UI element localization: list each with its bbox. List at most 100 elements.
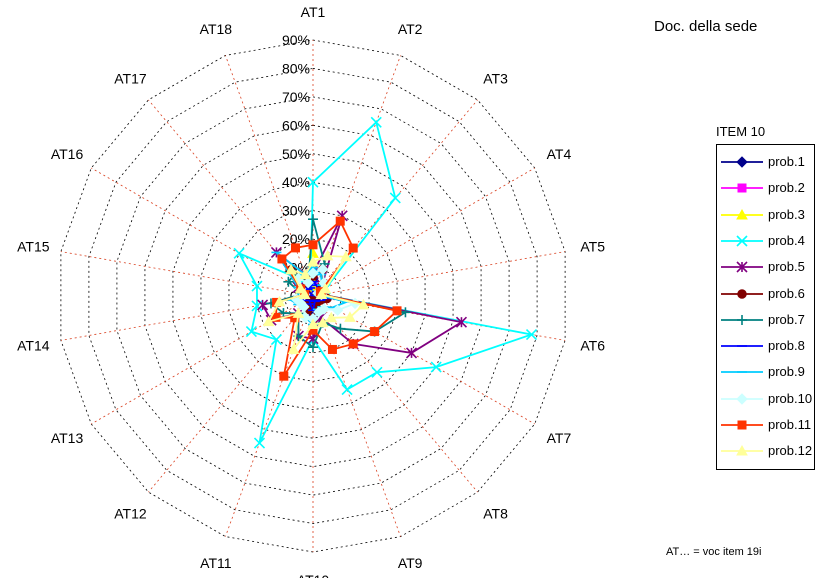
legend-swatch xyxy=(721,420,763,430)
marker-stroke xyxy=(525,328,538,341)
data-point xyxy=(335,216,345,226)
data-point xyxy=(321,249,334,261)
data-point xyxy=(253,437,266,449)
legend-label: prob.1 xyxy=(768,154,805,169)
axis-label: AT14 xyxy=(17,337,50,353)
axis-spoke xyxy=(225,295,314,537)
axis-spoke xyxy=(312,295,478,493)
legend-label: prob.4 xyxy=(768,232,805,248)
data-point xyxy=(277,254,287,264)
data-point xyxy=(341,383,353,396)
legend-marker xyxy=(736,261,748,273)
legend-swatch xyxy=(721,208,763,220)
legend-label: prob.10 xyxy=(768,390,813,406)
data-point xyxy=(313,306,325,318)
legend-item: prob.9 xyxy=(717,361,814,383)
data-point xyxy=(316,316,329,328)
data-point xyxy=(271,312,281,322)
legend-label: prob.8 xyxy=(768,338,805,354)
data-point xyxy=(270,334,282,346)
data-point xyxy=(370,116,382,128)
data-point xyxy=(430,361,442,373)
data-point xyxy=(307,267,319,279)
marker-stroke xyxy=(371,366,383,378)
data-point xyxy=(331,304,344,316)
data-point xyxy=(245,325,257,338)
data-point xyxy=(290,243,300,253)
grid-ring xyxy=(200,181,426,411)
data-point xyxy=(298,288,311,300)
data-point xyxy=(292,307,305,318)
data-point xyxy=(455,316,468,328)
axis-label: AT8 xyxy=(483,506,508,522)
data-point xyxy=(389,192,401,204)
data-point xyxy=(525,328,538,341)
axis-spoke xyxy=(312,251,566,297)
data-point xyxy=(307,255,319,267)
axis-label: AT12 xyxy=(114,506,147,522)
legend-marker xyxy=(736,235,748,247)
axis-label: AT6 xyxy=(580,337,605,353)
data-point xyxy=(325,311,338,323)
data-point xyxy=(308,342,318,353)
data-point xyxy=(308,214,318,225)
legend-swatch xyxy=(721,392,763,405)
data-point xyxy=(327,344,337,354)
tick-label: 50% xyxy=(282,146,310,162)
tick-label: 70% xyxy=(282,89,310,105)
legend-item: prob.6 xyxy=(717,283,814,305)
marker-stroke xyxy=(251,280,263,292)
marker-stroke xyxy=(370,116,382,128)
marker-stroke xyxy=(253,437,266,449)
marker-stroke xyxy=(307,176,319,188)
data-point xyxy=(315,288,328,300)
legend-item: prob.2 xyxy=(717,177,814,199)
legend-label: prob.9 xyxy=(768,364,805,380)
axis-label: AT17 xyxy=(114,70,147,86)
series-line xyxy=(237,120,536,444)
data-point xyxy=(273,295,286,307)
marker-stroke xyxy=(233,247,245,259)
axis-label: AT3 xyxy=(483,70,508,86)
axis-label: AT9 xyxy=(398,555,423,571)
legend-item: prob.12 xyxy=(717,440,814,462)
data-point xyxy=(348,339,358,349)
legend-item: prob.7 xyxy=(717,309,814,331)
data-point xyxy=(348,243,358,253)
data-point xyxy=(400,307,411,318)
legend-label: prob.12 xyxy=(768,443,813,459)
axis-label: AT13 xyxy=(51,430,84,446)
legend-marker xyxy=(736,208,748,220)
tick-label: 40% xyxy=(282,174,310,190)
legend-label: prob.2 xyxy=(768,180,805,196)
legend: prob.1 prob.2 prob.3 prob.4 prob.5 prob.6 prob… xyxy=(716,144,815,470)
tick-label: 30% xyxy=(282,203,310,219)
axis-spoke xyxy=(60,251,314,297)
legend-label: prob.5 xyxy=(768,259,805,275)
axis-label: AT15 xyxy=(17,239,50,255)
legend-label: prob.6 xyxy=(768,285,805,301)
legend-swatch xyxy=(721,235,763,247)
data-point xyxy=(308,240,318,250)
legend-item: prob.3 xyxy=(717,204,814,226)
axis-label: AT18 xyxy=(200,21,233,37)
tick-label: 90% xyxy=(282,32,310,48)
data-point xyxy=(279,371,289,381)
legend-swatch xyxy=(721,183,763,193)
legend-swatch xyxy=(721,314,763,325)
marker-stroke xyxy=(270,334,282,346)
grid-ring xyxy=(88,68,538,524)
axis-label: AT11 xyxy=(200,555,232,571)
tick-label: 20% xyxy=(282,231,310,247)
legend-item: prob.4 xyxy=(717,230,814,252)
data-point xyxy=(317,263,329,275)
series-prob-12 xyxy=(262,249,370,354)
data-point xyxy=(392,306,402,316)
legend-label: prob.11 xyxy=(768,417,812,432)
data-point xyxy=(262,315,275,327)
legend-label: prob.7 xyxy=(768,311,805,327)
legend-label: prob.3 xyxy=(768,206,805,222)
data-point xyxy=(287,343,300,354)
legend-item: prob.5 xyxy=(717,256,814,278)
